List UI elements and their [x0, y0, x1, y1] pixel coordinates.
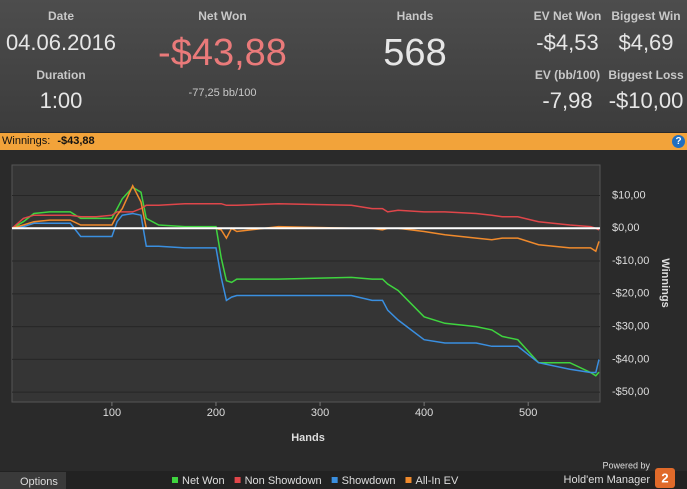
- value: -$10,00: [608, 88, 684, 113]
- powered-by: Powered by: [602, 460, 650, 470]
- y-tick-label: -$30,00: [612, 321, 649, 333]
- net-won: -$43,88: [158, 32, 287, 74]
- x-tick-label: 100: [103, 407, 121, 419]
- logo-badge: 2: [661, 470, 668, 485]
- label: Hands: [396, 9, 434, 23]
- label: EV Net Won: [533, 9, 602, 23]
- help-icon[interactable]: ?: [672, 135, 685, 148]
- product: Hold'em Manager: [564, 474, 651, 486]
- hands: 568: [383, 32, 447, 74]
- y-axis-title: Winnings: [659, 258, 671, 307]
- x-tick-label: 500: [519, 407, 537, 419]
- stats-panel: Date 04.06.2016 Duration 1:00 Net Won -$…: [0, 0, 687, 132]
- y-tick-label: -$20,00: [612, 288, 649, 300]
- legend-label: Showdown: [342, 475, 396, 487]
- winnings-bar: Winnings: -$43,88 ?: [0, 133, 687, 150]
- y-tick-label: -$40,00: [612, 353, 649, 365]
- series-line: [11, 186, 600, 377]
- options[interactable]: Options: [20, 476, 58, 488]
- label: EV (bb/100): [534, 68, 601, 82]
- logo: [655, 468, 675, 488]
- legend-swatch: [172, 477, 178, 483]
- label: Date: [47, 9, 74, 23]
- label: Winnings:: [2, 135, 51, 147]
- label: Biggest Win: [611, 9, 681, 23]
- y-tick-label: $10,00: [612, 189, 646, 201]
- y-tick-label: $0,00: [612, 222, 640, 234]
- y-tick-label: -$50,00: [612, 386, 649, 398]
- label: Duration: [36, 68, 86, 82]
- y-tick-label: -$10,00: [612, 255, 649, 267]
- legend-swatch: [234, 477, 241, 483]
- value: 04.06.2016: [5, 30, 117, 55]
- value: $4,69: [618, 30, 674, 55]
- options-button[interactable]: [0, 472, 66, 489]
- label: Net Won: [198, 9, 247, 23]
- x-axis-title: Hands: [291, 432, 325, 444]
- series-line: [11, 202, 600, 231]
- plot-area: [11, 164, 601, 403]
- footer: [0, 471, 687, 489]
- x-tick-label: 400: [415, 407, 433, 419]
- label: Biggest Loss: [608, 68, 684, 82]
- chart: Hands Winnings Options Powered by Hold'e…: [0, 164, 687, 489]
- legend-swatch: [405, 477, 412, 483]
- legend-label: Non Showdown: [245, 475, 322, 487]
- x-tick-label: 300: [311, 407, 329, 419]
- series-line: [11, 212, 600, 374]
- value: -$4,53: [536, 30, 599, 55]
- legend-label: Net Won: [182, 475, 225, 487]
- value: -$43,88: [57, 135, 95, 147]
- value: 1:00: [39, 88, 83, 113]
- legend-label: All-In EV: [415, 475, 458, 487]
- legend-swatch: [331, 477, 338, 483]
- bb-per-100: -77,25 bb/100: [188, 87, 257, 99]
- x-tick-label: 200: [207, 407, 225, 419]
- value: -7,98: [542, 88, 593, 113]
